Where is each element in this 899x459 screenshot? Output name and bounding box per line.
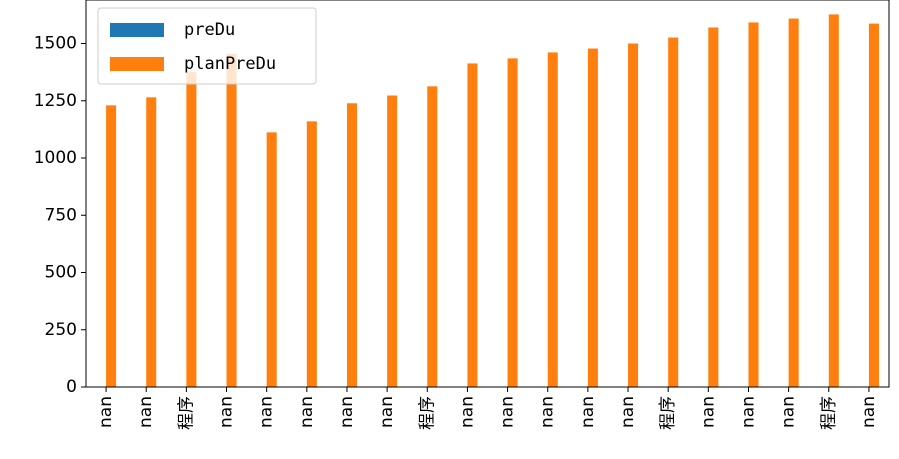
y-tick-label: 1500 [34, 34, 77, 54]
x-tick-label: nan [618, 396, 638, 428]
bar [346, 103, 358, 387]
x-tick-label: 程序 [417, 396, 437, 430]
bar [668, 37, 679, 388]
y-tick-label: 500 [45, 263, 77, 283]
bar [788, 18, 799, 387]
x-tick-label: nan [297, 396, 317, 428]
bar [868, 23, 879, 387]
x-tick-label: nan [738, 396, 758, 428]
x-tick-label: nan [96, 396, 116, 428]
bar [547, 52, 558, 388]
plot-frame [85, 0, 890, 388]
bar [226, 53, 237, 388]
x-tick-label: nan [698, 396, 718, 428]
x-tick-label: nan [538, 396, 558, 428]
y-tick-label: 1000 [34, 148, 77, 168]
bar [387, 95, 398, 387]
legend-swatch [110, 23, 164, 37]
legend-label: preDu [184, 20, 235, 40]
x-tick-label: nan [337, 396, 357, 428]
x-tick-label: nan [136, 396, 156, 428]
x-tick-label: nan [859, 396, 879, 428]
bar [306, 121, 317, 387]
y-tick-label: 1250 [34, 91, 77, 111]
x-tick-label: nan [377, 396, 397, 428]
legend-swatch [110, 57, 164, 71]
x-tick-label: nan [257, 396, 277, 428]
bar [828, 14, 839, 387]
bar [106, 105, 117, 387]
bar [708, 27, 719, 388]
bar [507, 58, 518, 387]
y-tick-label: 750 [45, 205, 77, 225]
bar [146, 97, 157, 388]
bar [427, 86, 438, 387]
x-tick-label: nan [498, 396, 518, 428]
legend-label: planPreDu [184, 54, 276, 74]
x-tick-label: 程序 [819, 396, 839, 430]
x-tick-label: 程序 [658, 396, 678, 430]
bar [587, 48, 598, 387]
bar [628, 43, 639, 387]
bar [467, 63, 478, 387]
x-tick-label: 程序 [176, 396, 196, 430]
x-tick-label: nan [578, 396, 598, 428]
x-tick-label: nan [779, 396, 799, 428]
x-tick-label: nan [457, 396, 477, 428]
x-tick-label: nan [217, 396, 237, 428]
bar [266, 132, 277, 387]
y-tick-label: 0 [66, 377, 77, 397]
bar [748, 22, 759, 388]
y-tick-label: 250 [45, 320, 77, 340]
bar [186, 72, 197, 388]
